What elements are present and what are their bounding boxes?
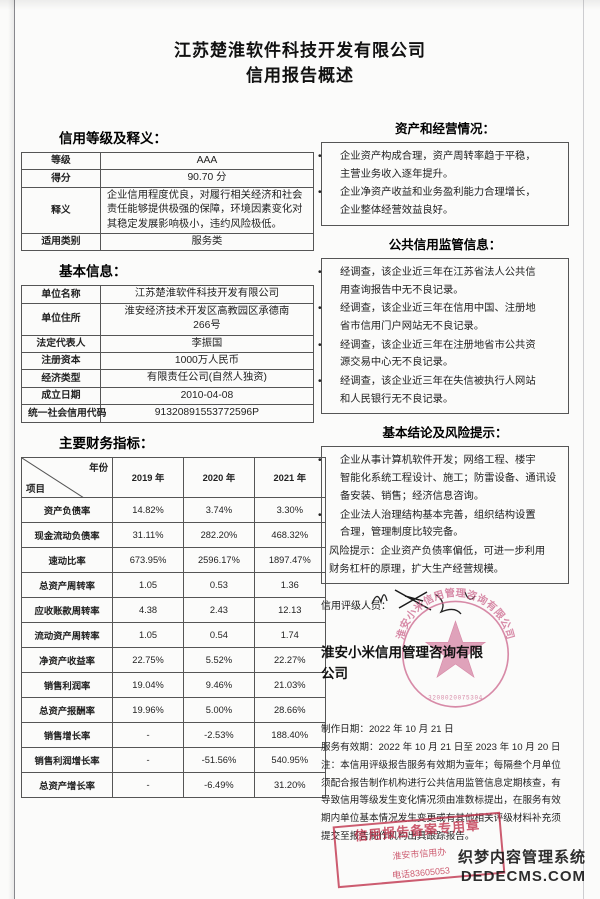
svg-text:3208020075304: 3208020075304	[428, 695, 483, 702]
